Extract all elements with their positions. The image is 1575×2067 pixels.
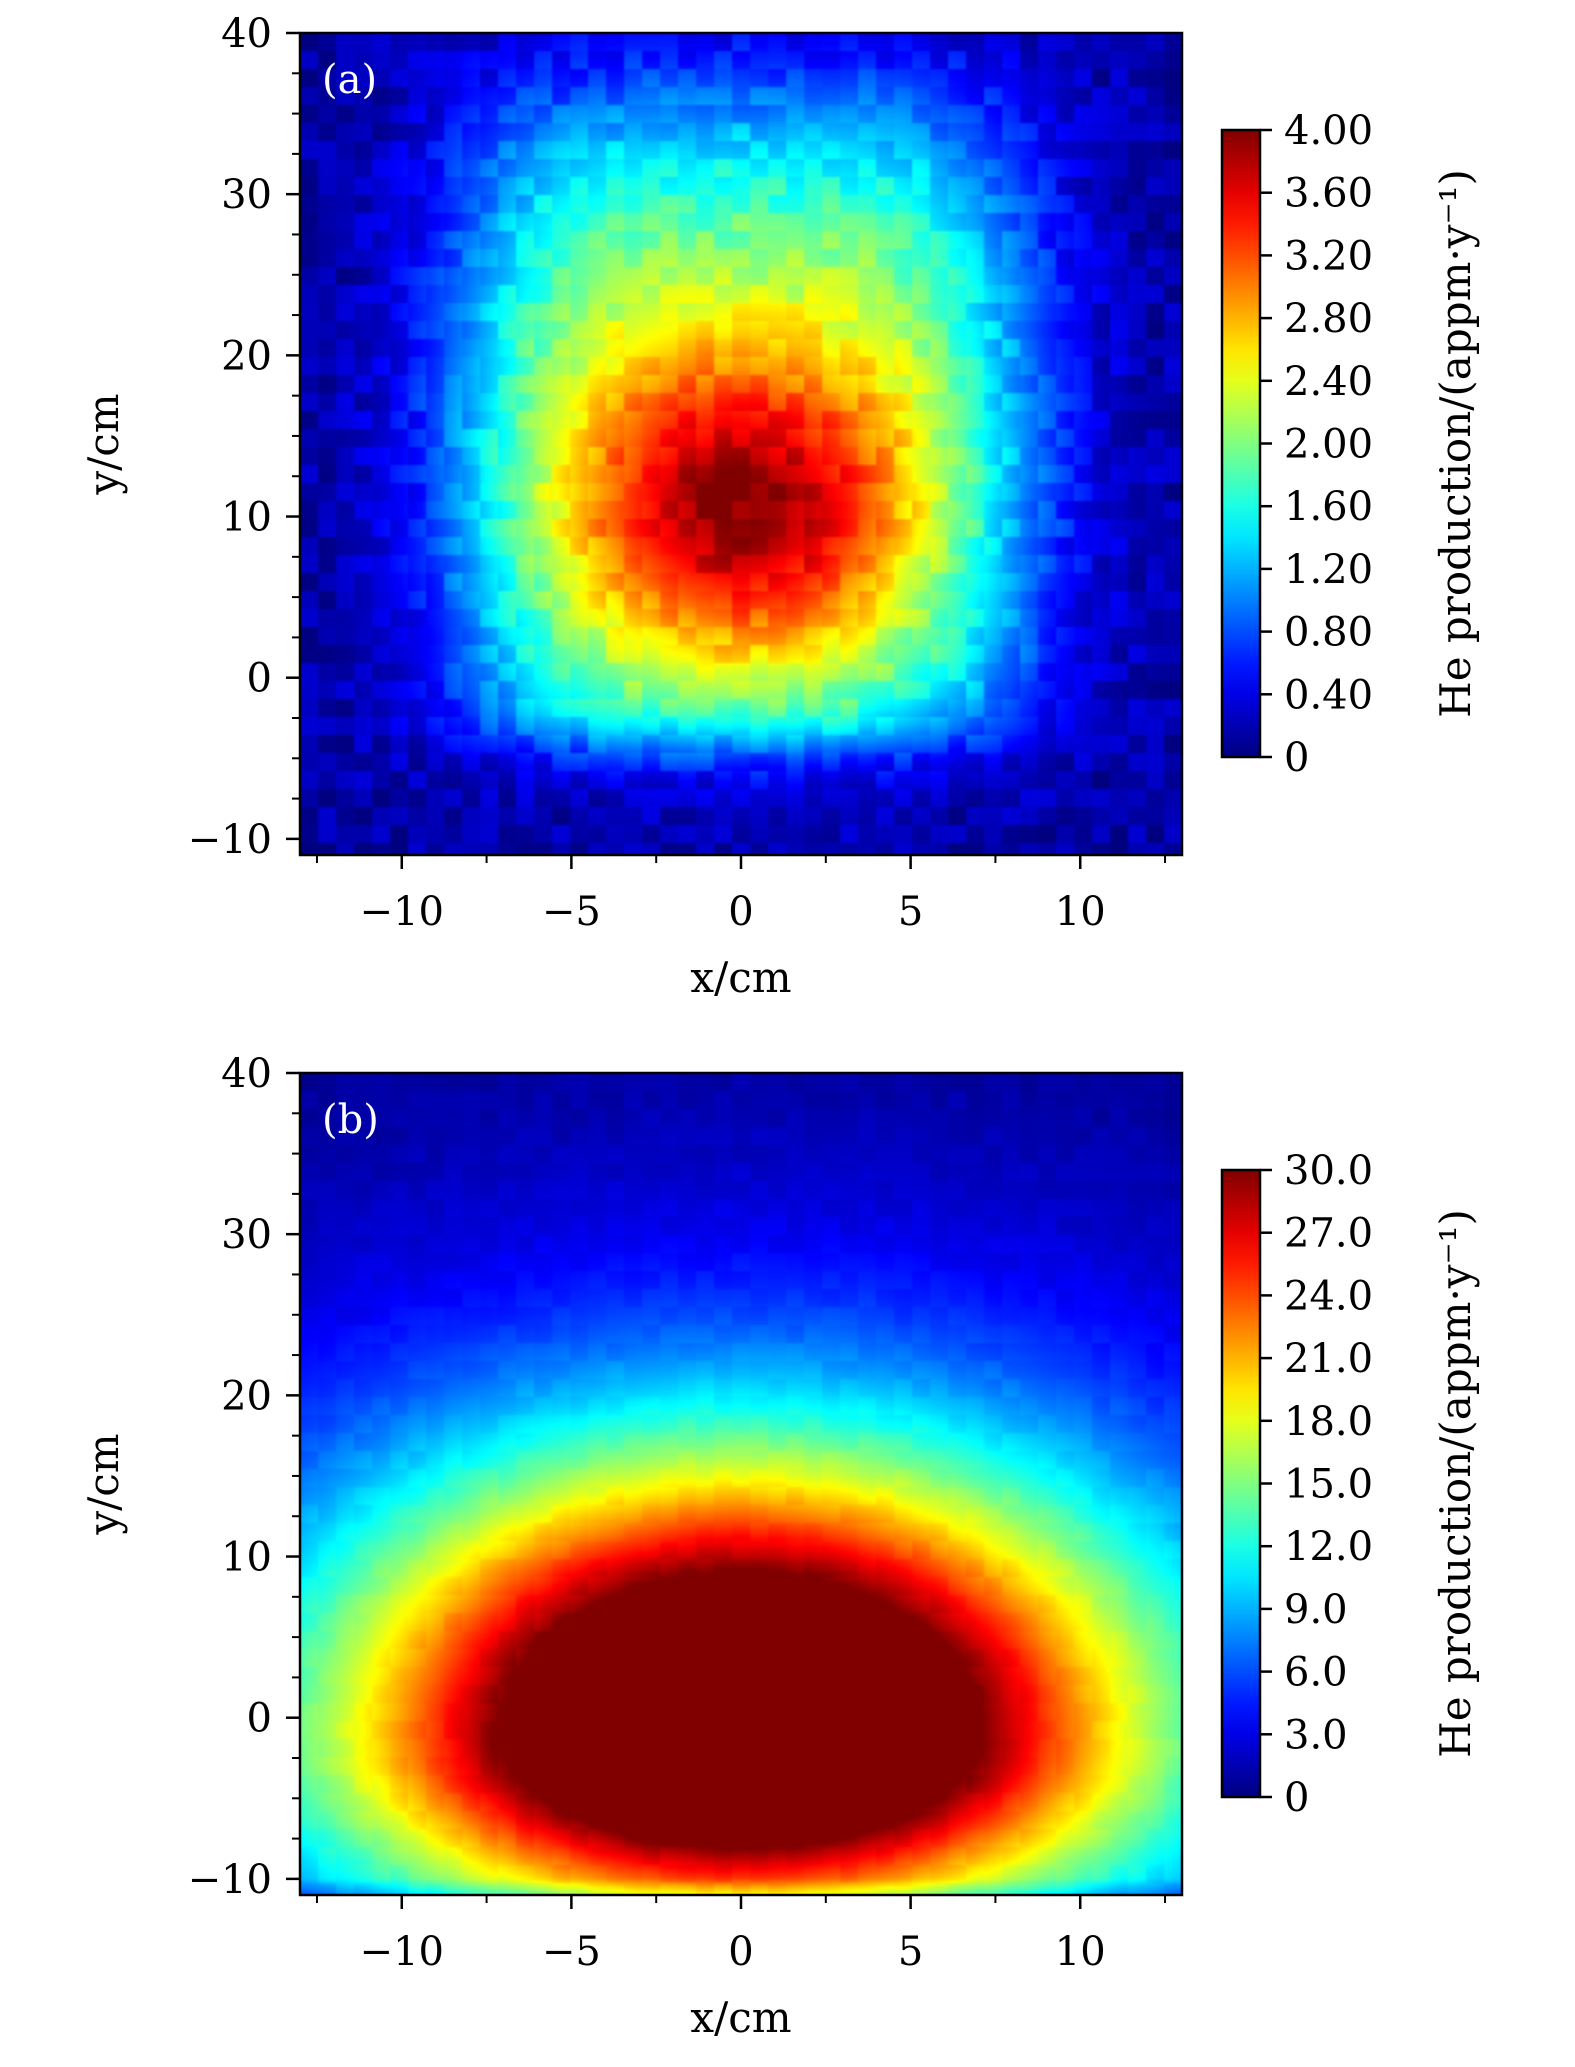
y-tick-label: −10 <box>188 1857 272 1903</box>
y-tick-label: 10 <box>221 495 272 541</box>
heatmap-image <box>300 1073 1182 1895</box>
colorbar-tick-label: 15.0 <box>1284 1462 1373 1508</box>
colorbar-tick-label: 30.0 <box>1284 1148 1373 1194</box>
y-tick-label: 40 <box>221 1051 272 1097</box>
colorbar-tick-label: 18.0 <box>1284 1399 1373 1445</box>
y-tick-label: 0 <box>247 1696 272 1742</box>
colorbar <box>1220 128 1262 759</box>
colorbar-tick-label: 1.60 <box>1284 484 1373 530</box>
x-tick-label: −10 <box>360 1929 444 1975</box>
colorbar-tick-label: 12.0 <box>1284 1524 1373 1570</box>
colorbar-label: He production/(appm·y⁻¹) <box>1431 1209 1480 1758</box>
colorbar-tick-label: 27.0 <box>1284 1211 1373 1257</box>
y-axis-label: y/cm <box>79 393 128 495</box>
colorbar-tick-label: 0.40 <box>1284 672 1373 718</box>
y-tick-label: 30 <box>221 1212 272 1258</box>
colorbar-tick-label: 2.40 <box>1284 359 1373 405</box>
x-tick-label: 10 <box>1055 889 1106 935</box>
y-tick-label: 20 <box>221 333 272 379</box>
colorbar-tick-label: 2.80 <box>1284 296 1373 342</box>
colorbar-tick-label: 3.0 <box>1284 1712 1348 1758</box>
x-tick-label: 0 <box>728 889 753 935</box>
colorbar-tick-label: 21.0 <box>1284 1336 1373 1382</box>
panel-label: (b) <box>322 1097 379 1143</box>
x-tick-label: −10 <box>360 889 444 935</box>
y-axis-label: y/cm <box>79 1433 128 1535</box>
x-tick-label: 5 <box>898 1929 923 1975</box>
x-tick-label: 0 <box>728 1929 753 1975</box>
colorbar-tick-label: 1.20 <box>1284 547 1373 593</box>
colorbar-tick-label: 0 <box>1284 735 1309 781</box>
panel-label: (a) <box>322 57 377 103</box>
x-tick-label: 5 <box>898 889 923 935</box>
colorbar-tick-label: 0 <box>1284 1775 1309 1821</box>
colorbar-tick-label: 24.0 <box>1284 1273 1373 1319</box>
colorbar-tick-label: 4.00 <box>1284 108 1373 154</box>
colorbar-tick-label: 9.0 <box>1284 1587 1348 1633</box>
heatmap-panel-b: (b) −10 −5 0 5 10 −10 0 10 20 30 40 x/cm y/cm 0 3.0 6.0 9… <box>79 1051 1480 2042</box>
y-tick-label: −10 <box>188 817 272 863</box>
heatmap-panel-a: (a) −10 −5 0 5 10 −10 0 10 20 30 40 x/cm y/cm 0 0.40 0.8… <box>79 11 1480 1002</box>
colorbar-tick-label: 6.0 <box>1284 1650 1348 1696</box>
x-tick-label: −5 <box>542 1929 601 1975</box>
y-tick-label: 20 <box>221 1373 272 1419</box>
y-tick-label: 0 <box>247 656 272 702</box>
colorbar-tick-label: 0.80 <box>1284 610 1373 656</box>
heatmap-image <box>300 33 1182 855</box>
colorbar-tick-label: 2.00 <box>1284 422 1373 468</box>
colorbar-tick-label: 3.20 <box>1284 233 1373 279</box>
colorbar <box>1220 1168 1262 1799</box>
colorbar-tick-label: 3.60 <box>1284 171 1373 217</box>
x-tick-label: 10 <box>1055 1929 1106 1975</box>
y-tick-label: 10 <box>221 1535 272 1581</box>
x-tick-label: −5 <box>542 889 601 935</box>
y-tick-label: 30 <box>221 172 272 218</box>
colorbar-label: He production/(appm·y⁻¹) <box>1431 169 1480 718</box>
y-tick-label: 40 <box>221 11 272 57</box>
x-axis-label: x/cm <box>690 953 791 1002</box>
x-axis-label: x/cm <box>690 1993 791 2042</box>
